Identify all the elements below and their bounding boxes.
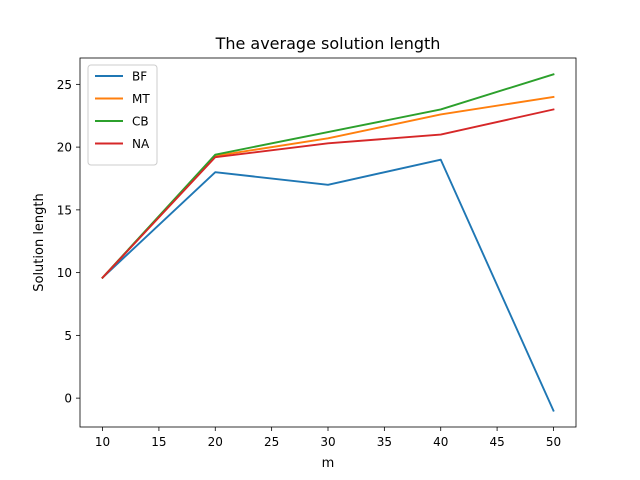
- y-tick-label: 25: [57, 78, 72, 92]
- series-line-bf: [101, 158, 555, 412]
- x-tick-label: 20: [208, 435, 223, 449]
- series-line-cb: [101, 73, 555, 279]
- series-layer: [101, 73, 555, 412]
- y-tick-label: 15: [57, 203, 72, 217]
- y-tick-label: 5: [64, 329, 72, 343]
- y-tick-label: 0: [64, 392, 72, 406]
- legend-box: [87, 64, 158, 166]
- chart-title: The average solution length: [215, 34, 441, 53]
- x-tick-label: 15: [151, 435, 166, 449]
- x-tick-label: 35: [377, 435, 392, 449]
- legend-label-na: NA: [132, 137, 150, 151]
- y-tick-label: 20: [57, 141, 72, 155]
- y-axis-ticks: 0 5 10 15 20 25: [57, 78, 80, 406]
- y-axis-label: Solution length: [32, 193, 47, 292]
- x-tick-label: 30: [320, 435, 335, 449]
- series-line-na: [101, 108, 555, 279]
- y-tick-label: 10: [57, 266, 72, 280]
- legend: BF MT CB NA: [87, 64, 158, 166]
- legend-label-bf: BF: [132, 70, 147, 84]
- legend-label-mt: MT: [132, 92, 150, 106]
- x-tick-label: 10: [95, 435, 110, 449]
- x-axis-ticks: 10 15 20 25 30 35 40 45 50: [95, 427, 561, 449]
- legend-label-cb: CB: [132, 115, 149, 129]
- x-tick-label: 45: [489, 435, 504, 449]
- x-axis-label: m: [322, 456, 335, 471]
- x-tick-label: 40: [433, 435, 448, 449]
- plot-area: [80, 58, 576, 427]
- x-tick-label: 25: [264, 435, 279, 449]
- x-tick-label: 50: [546, 435, 561, 449]
